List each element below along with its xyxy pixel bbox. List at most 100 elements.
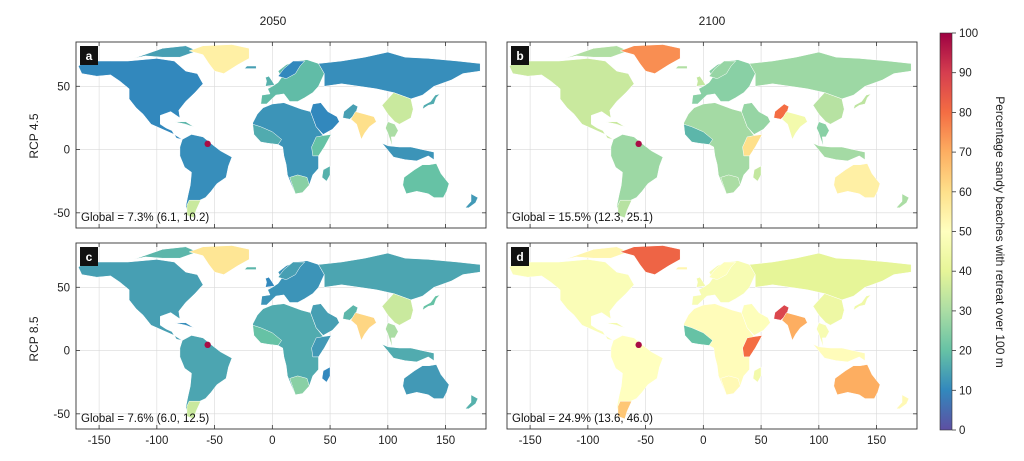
colorbar-gradient (939, 32, 953, 431)
row-label-rcp85: RCP 8.5 (27, 316, 41, 361)
region-cape (720, 174, 741, 195)
region-japan (422, 294, 441, 311)
map-panel-c: 50 0 -50 c Global = 7.6% (6.0, 12.5) (53, 242, 487, 430)
region-patagonia (186, 199, 202, 219)
region-middle-east (310, 303, 340, 336)
region-north-asia (749, 51, 912, 100)
region-europe (691, 260, 756, 306)
panel-letter: b (516, 49, 523, 63)
column-title-2050: 2050 (260, 14, 287, 28)
region-europe (260, 59, 325, 105)
region-south-asia (350, 111, 377, 141)
region-australia (833, 364, 881, 399)
region-patagonia (186, 400, 202, 420)
colorbar-tick-label: 50 (959, 227, 972, 239)
x-tick-label: 50 (755, 435, 768, 447)
region-west-africa (252, 123, 282, 145)
region-australia (402, 163, 450, 198)
x-tick-label: -50 (637, 435, 654, 447)
region-caribbean (605, 322, 625, 329)
panel-letter-badge (511, 247, 529, 266)
x-tick-label: 150 (867, 435, 886, 447)
region-greenland (188, 44, 250, 74)
region-north-asia (749, 252, 912, 301)
region-middle-east (741, 303, 771, 336)
region-iceland (675, 266, 688, 270)
colorbar-tick-label: 90 (959, 68, 972, 80)
region-north-america (508, 58, 635, 140)
region-new-zealand (895, 394, 910, 410)
x-tick-label: 50 (324, 435, 337, 447)
region-east-asia (381, 293, 414, 326)
region-indonesia (381, 142, 435, 162)
region-east-asia (381, 92, 414, 125)
region-canada-arctic (564, 246, 629, 260)
y-tick-label: -50 (53, 409, 70, 421)
colorbar-tick-label: 70 (959, 147, 972, 159)
region-madagascar (321, 165, 331, 182)
y-tick-label: 0 (64, 346, 70, 358)
region-madagascar (752, 165, 762, 182)
panel-frame (506, 242, 918, 430)
region-middle-east (310, 102, 340, 135)
x-tick-label: -150 (519, 435, 542, 447)
region-east-africa (311, 335, 332, 358)
panel-frame (506, 41, 918, 229)
region-pakistan (342, 304, 359, 321)
region-east-africa (311, 134, 332, 157)
global-value-label: Global = 7.6% (6.0, 12.5) (81, 413, 209, 425)
y-tick-label: 50 (57, 81, 70, 93)
region-australia (402, 364, 450, 399)
panel-frame (75, 41, 487, 229)
region-africa (252, 102, 332, 195)
colorbar-label: Percentage sandy beaches with retreat ov… (993, 96, 1007, 368)
region-west-africa (252, 324, 282, 346)
x-tick-label: -150 (88, 435, 111, 447)
region-south-asia (350, 312, 377, 342)
x-tick-label: -50 (206, 435, 223, 447)
global-value-label: Global = 15.5% (12.3, 25.1) (512, 212, 653, 224)
x-tick-label: 0 (700, 435, 706, 447)
region-scandinavia (708, 60, 737, 79)
region-greenland (188, 245, 250, 275)
map-panel-a: 50 0 -50 a Global = 7.3% (6.1, 10.2) (53, 41, 487, 229)
region-africa (683, 303, 763, 396)
region-east-africa (742, 134, 763, 157)
colorbar-tick-label: 0 (959, 425, 965, 437)
region-japan (853, 93, 872, 110)
colorbar-tick-label: 20 (959, 346, 972, 358)
region-south-asia (781, 312, 808, 342)
region-iceland (244, 65, 257, 69)
region-patagonia (617, 199, 633, 219)
region-middle-east (741, 102, 771, 135)
map-panels: 50 0 -50 a Global = 7.3% (6.1, 10.2) b Global … (53, 41, 918, 430)
x-tick-label: 100 (809, 435, 828, 447)
region-iceland (675, 65, 688, 69)
region-africa (252, 303, 332, 396)
colorbar-tick-labels: 0 10 20 30 40 50 60 70 80 90 100 (952, 28, 978, 437)
region-cape (720, 375, 741, 396)
x-axis-tick-labels: -150 -100 -50 0 50 100 150 -150 -100 -50 0 50 100 150 (88, 435, 887, 447)
region-europe (260, 260, 325, 306)
region-north-america (77, 259, 204, 341)
region-scandinavia (708, 261, 737, 280)
y-tick-label: 0 (64, 145, 70, 157)
land-regions (77, 245, 481, 420)
region-north-asia (318, 252, 481, 301)
panel-letter: a (86, 49, 93, 63)
region-canada-arctic (564, 45, 629, 59)
region-caribbean (605, 121, 625, 128)
panel-letter: c (86, 250, 93, 264)
land-regions (508, 245, 912, 420)
region-uk (696, 276, 707, 288)
y-tick-label: -50 (53, 208, 70, 220)
region-new-zealand (464, 394, 479, 410)
region-africa (683, 102, 763, 195)
x-tick-label: 0 (269, 435, 275, 447)
panel-letter-badge (80, 46, 98, 65)
x-tick-label: -100 (576, 435, 599, 447)
panel-letter: d (516, 250, 523, 264)
region-indonesia (812, 343, 866, 363)
colorbar-tick-label: 100 (959, 28, 978, 40)
region-greenland (619, 44, 681, 74)
